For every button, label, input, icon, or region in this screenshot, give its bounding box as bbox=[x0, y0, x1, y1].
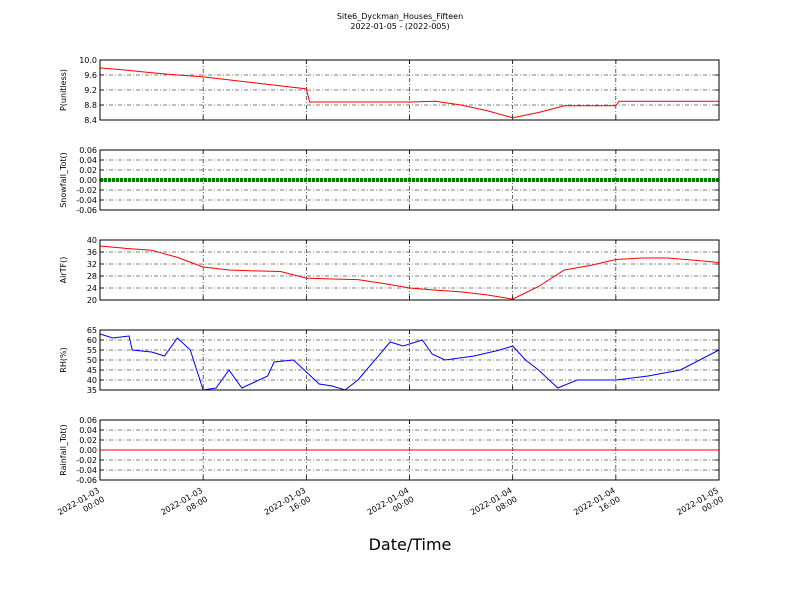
y-axis-label: Rainfall_Tot() bbox=[59, 424, 68, 476]
y-tick-label: -0.04 bbox=[76, 196, 97, 205]
y-tick-label: -0.06 bbox=[76, 476, 97, 485]
y-tick-label: 0.04 bbox=[79, 156, 97, 165]
y-tick-label: 65 bbox=[87, 326, 97, 335]
y-tick-label: 0.06 bbox=[79, 416, 97, 425]
y-tick-label: 50 bbox=[87, 356, 97, 365]
y-tick-label: 10.0 bbox=[79, 56, 97, 65]
y-tick-label: 8.4 bbox=[84, 116, 97, 125]
y-tick-label: 36 bbox=[87, 248, 97, 257]
y-tick-label: 24 bbox=[87, 284, 97, 293]
chart-subtitle: 2022-01-05 - (2022-005) bbox=[350, 22, 449, 31]
y-tick-label: 55 bbox=[87, 346, 97, 355]
plot-frame bbox=[99, 59, 720, 121]
chart-title: Site6_Dyckman_Houses_Fifteen bbox=[337, 12, 463, 21]
y-tick-label: 20 bbox=[87, 296, 97, 305]
y-tick-label: -0.04 bbox=[76, 466, 97, 475]
y-tick-label: 9.6 bbox=[84, 71, 97, 80]
plot-frame bbox=[99, 419, 720, 481]
y-tick-label: 0.00 bbox=[79, 176, 97, 185]
plot-frame bbox=[99, 239, 720, 301]
x-tick-label: 2022-01-0500:00 bbox=[675, 486, 725, 526]
y-tick-label: -0.02 bbox=[76, 456, 97, 465]
x-tick-label: 2022-01-0300:00 bbox=[56, 486, 106, 526]
y-tick-label: 0.02 bbox=[79, 436, 97, 445]
x-axis-label: Date/Time bbox=[369, 535, 452, 554]
y-tick-label: 0.06 bbox=[79, 146, 97, 155]
y-tick-label: 45 bbox=[87, 366, 97, 375]
plot-frame bbox=[99, 149, 720, 211]
y-axis-label: RH(%) bbox=[59, 347, 68, 372]
x-tick-label: 2022-01-0416:00 bbox=[572, 486, 622, 526]
y-tick-label: 9.2 bbox=[84, 86, 97, 95]
data-line bbox=[99, 245, 720, 300]
y-tick-label: 60 bbox=[87, 336, 97, 345]
y-tick-label: 32 bbox=[87, 260, 97, 269]
y-axis-label: P(unitless) bbox=[59, 69, 68, 111]
y-tick-label: 0.04 bbox=[79, 426, 97, 435]
y-tick-label: 0.02 bbox=[79, 166, 97, 175]
y-tick-label: -0.06 bbox=[76, 206, 97, 215]
y-axis-label: Snowfall_Tot() bbox=[59, 152, 68, 208]
x-tick-label: 2022-01-0408:00 bbox=[469, 486, 519, 526]
data-line bbox=[99, 67, 719, 119]
y-tick-label: 35 bbox=[87, 386, 97, 395]
y-tick-label: 0.00 bbox=[79, 446, 97, 455]
y-tick-label: -0.02 bbox=[76, 186, 97, 195]
y-tick-label: 8.8 bbox=[84, 101, 97, 110]
x-tick-label: 2022-01-0308:00 bbox=[159, 486, 209, 526]
y-tick-label: 40 bbox=[87, 376, 97, 385]
y-axis-label: AirTF() bbox=[59, 257, 68, 284]
y-tick-label: 40 bbox=[87, 236, 97, 245]
plot-frame bbox=[99, 329, 720, 391]
y-tick-label: 28 bbox=[87, 272, 97, 281]
x-tick-label: 2022-01-0316:00 bbox=[263, 486, 313, 526]
x-tick-label: 2022-01-0400:00 bbox=[366, 486, 416, 526]
data-line bbox=[99, 333, 720, 391]
